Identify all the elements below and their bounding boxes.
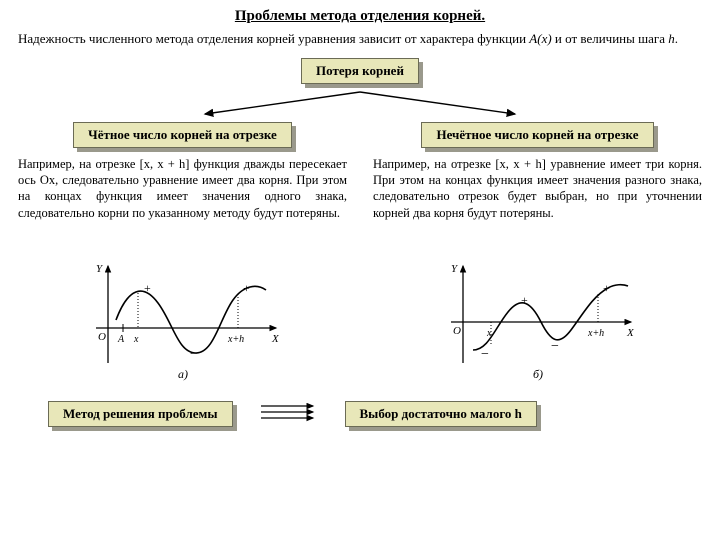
page-title: Проблемы метода отделения корней. xyxy=(18,8,702,25)
right-heading-box: Нечётное число корней на отрезке xyxy=(421,122,653,148)
left-column: Чётное число корней на отрезке Например,… xyxy=(18,122,347,397)
left-paragraph: Например, на отрезке [x, x + h] функция … xyxy=(18,156,347,252)
svg-text:X: X xyxy=(271,333,280,345)
svg-text:x: x xyxy=(486,328,492,339)
svg-text:x+h: x+h xyxy=(587,328,604,339)
svg-text:Y: Y xyxy=(96,263,104,275)
top-box: Потеря корней xyxy=(301,58,419,84)
svg-text:+: + xyxy=(603,281,610,295)
svg-text:A: A xyxy=(117,334,125,345)
svg-text:+: + xyxy=(521,293,528,307)
svg-text:б): б) xyxy=(533,367,543,381)
triple-arrow-icon xyxy=(259,401,319,427)
left-graph: Y X O A x x+h + − + а) xyxy=(18,258,347,387)
svg-text:O: O xyxy=(98,331,106,343)
svg-text:x+h: x+h xyxy=(227,334,244,345)
right-paragraph: Например, на отрезке [x, x + h] уравнени… xyxy=(373,156,702,252)
svg-text:+: + xyxy=(144,281,151,295)
bottom-right-box: Выбор достаточно малого h xyxy=(345,401,537,427)
right-graph: Y X O x x+h − + − + б) xyxy=(373,258,702,387)
svg-text:Y: Y xyxy=(451,263,459,275)
svg-text:−: − xyxy=(190,347,198,362)
svg-text:−: − xyxy=(481,347,489,362)
svg-text:O: O xyxy=(453,325,461,337)
svg-text:X: X xyxy=(626,327,635,339)
intro-text: Надежность численного метода отделения к… xyxy=(18,31,702,48)
svg-text:а): а) xyxy=(178,367,188,381)
svg-text:+: + xyxy=(243,281,250,295)
split-arrows xyxy=(110,90,610,118)
left-heading-box: Чётное число корней на отрезке xyxy=(73,122,292,148)
svg-text:−: − xyxy=(551,339,559,354)
bottom-left-box: Метод решения проблемы xyxy=(48,401,233,427)
svg-text:x: x xyxy=(133,334,139,345)
right-column: Нечётное число корней на отрезке Наприме… xyxy=(373,122,702,397)
